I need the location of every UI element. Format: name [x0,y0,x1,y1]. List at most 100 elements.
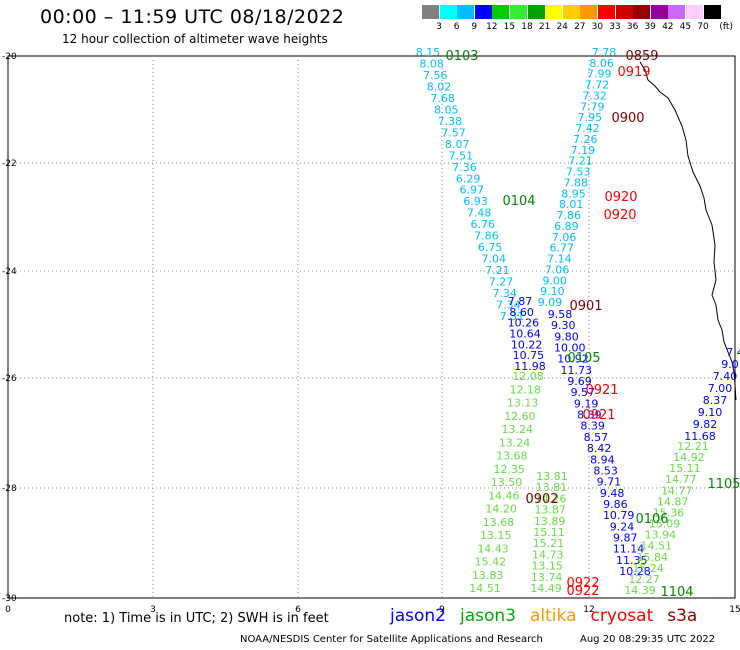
colorbar-swatch [703,5,721,19]
wave-height-value: 6.93 [463,195,488,208]
legend-entry: s3a [667,606,698,626]
wave-height-value: 14.77 [665,473,697,486]
colorbar-label: 39 [644,22,656,32]
wave-height-value: 7.21 [485,264,510,277]
wave-height-value: 8.02 [427,80,452,93]
satellite-legend: jason2 jason3 altika cryosat s3a [390,606,711,626]
wave-height-value: 7.86 [474,230,499,243]
x-tick-label: 15 [729,605,740,615]
colorbar-label: 36 [626,22,639,32]
x-tick-label: 3 [150,605,156,615]
wave-height-value: 14.77 [661,484,693,497]
wave-height-value: 12.21 [677,440,709,453]
colorbar-label: 15 [503,22,516,32]
altimeter-tracks: 8.158.087.568.027.688.057.387.578.077.51… [416,46,740,597]
wave-height-value: 12.27 [628,573,660,586]
wave-height-value: 10.00 [554,342,586,355]
wave-height-value: 14.51 [469,582,501,595]
colorbar-unit: (ft) [719,22,733,32]
wave-height-value: 7.26 [573,133,598,146]
coastline [639,61,737,401]
wave-height-value: 7.53 [566,166,591,179]
legend-entry: cryosat [590,606,654,626]
wave-height-value: 7.42 [575,122,600,135]
colorbar-label: 3 [436,22,442,32]
wave-height-value: 7.57 [441,126,466,139]
wave-height-value: 8.01 [559,198,584,211]
wave-height-value: 10.22 [511,338,543,351]
wave-height-value: 12.08 [512,370,544,383]
pass-time-label: 0900 [611,111,644,126]
colorbar-label: 6 [453,22,460,32]
pass-time-label: 0921 [585,383,618,398]
colorbar-label: 21 [538,22,551,32]
colorbar-label: 33 [609,22,621,32]
map-frame [7,55,736,599]
colorbar-swatch [492,5,510,19]
wave-height-value: 8.94 [590,453,615,466]
colorbar-label: 27 [574,22,586,32]
wave-height-value: 7.40 [713,370,738,383]
wave-height-value: 7.95 [578,111,603,124]
x-tick-label: 12 [583,605,594,615]
colorbar-label: 9 [471,22,478,32]
wave-height-value: 8.15 [416,46,441,59]
colorbar-label: 70 [697,22,709,32]
colorbar-swatch [562,5,580,19]
y-tick-label: -24 [2,267,17,277]
colorbar-label: 45 [679,22,692,32]
wave-height-value: 11.73 [561,364,593,377]
wave-height-value: 13.89 [534,515,566,528]
wave-height-value: 7.27 [489,276,514,289]
colorbar-label: 42 [662,22,674,32]
wave-height-value: 8.05 [434,103,459,116]
wave-height-value: 8.39 [580,420,605,433]
y-tick-label: -28 [2,484,17,494]
pass-time-label: 0920 [604,190,637,205]
colorbar-label: 24 [556,22,568,32]
wave-height-value: 6.76 [471,218,496,231]
colorbar-swatch [598,5,615,19]
x-tick-label: 9 [439,605,445,615]
y-tick-label: -20 [2,52,17,62]
colorbar-swatch [650,5,668,19]
wave-height-value: 8.37 [703,394,728,407]
wave-height-value: 7.34 [496,299,521,312]
wave-height-value: 9.0 [721,358,739,371]
x-tick-label: 0 [5,605,11,615]
colorbar-swatch [457,5,475,19]
y-tick-label: -30 [2,594,17,604]
pass-time-label: 0922 [566,584,599,599]
wave-height-value: 14.51 [641,540,673,553]
colorbar-swatch [615,5,633,19]
wave-height-value: 9.80 [554,330,579,343]
wave-height-value: 9.09 [538,296,563,309]
y-tick-label: -22 [2,159,17,169]
page-title: 00:00 – 11:59 UTC 08/18/2022 [40,6,345,28]
wave-height-value: 15.24 [632,562,664,575]
generation-timestamp: Aug 20 08:29:35 UTC 2022 [580,634,716,645]
wave-height-value: 15.09 [649,518,681,531]
wave-height-value: 8.95 [561,187,586,200]
wave-height-value: 7.51 [449,149,474,162]
colorbar-swatch [633,5,651,19]
wave-height-value: 15.42 [475,556,507,569]
pass-time-label: 0919 [617,65,650,80]
wave-height-value: 10.64 [509,328,541,341]
wave-height-value: 14.92 [673,451,705,464]
colorbar-swatch [510,5,527,19]
wave-height-value: 7.36 [452,161,477,174]
pass-time-label: 0902 [525,492,558,507]
wave-height-value: 9.87 [613,531,638,544]
wave-height-value: 11.14 [613,543,645,556]
wave-height-value: 10.79 [603,509,635,522]
colorbar-swatch [545,5,563,19]
wave-height-value: 8.39 [577,409,602,422]
wave-height-value: 11.98 [514,360,546,373]
legend-entry: jason2 [390,606,446,626]
wave-height-value: 8.42 [587,442,612,455]
wave-height-value: 7.99 [587,68,612,81]
wave-height-value: 7.87 [508,295,533,308]
pass-time-label: 0105 [567,351,600,366]
